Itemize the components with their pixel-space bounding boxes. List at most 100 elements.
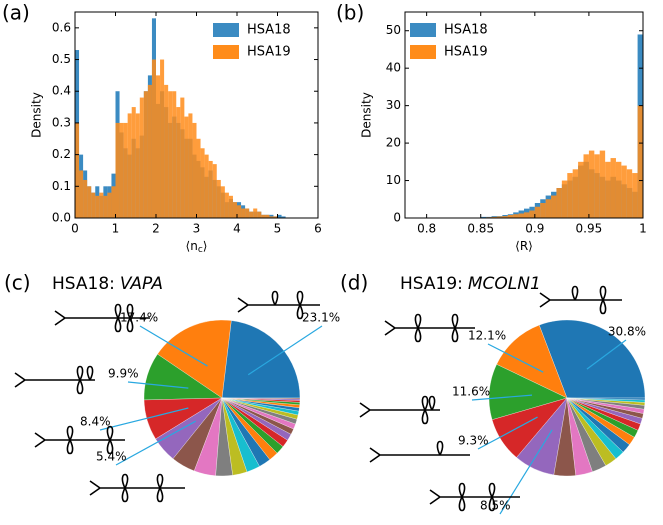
histogram-bar	[220, 186, 225, 218]
histogram-bar	[480, 216, 487, 218]
histogram-bar	[567, 173, 573, 218]
histogram-bar	[143, 91, 148, 218]
histogram-bar	[534, 206, 541, 218]
histogram-bar	[216, 179, 221, 218]
y-tick-label: 0.3	[52, 115, 71, 129]
x-tick-label: 5	[274, 222, 282, 236]
pie-title-text: HSA18:	[52, 274, 115, 294]
histogram-bar	[277, 214, 282, 218]
chain-loop	[296, 290, 304, 306]
chain-loop	[86, 365, 94, 381]
x-tick-label: 4	[233, 222, 241, 236]
chain-loop	[414, 313, 422, 329]
chain-fork	[384, 320, 475, 336]
pie-slice	[221, 397, 301, 400]
y-tick-label: 20	[386, 136, 401, 150]
x-axis-label: ⟨nc⟩	[186, 239, 208, 255]
x-tick-label: 1	[639, 222, 647, 236]
x-axis-label-part: ⟨R⟩	[515, 239, 533, 253]
chain-fork	[34, 432, 125, 448]
pie-title-gene: MCOLN1	[468, 274, 541, 294]
chain-fork	[369, 447, 470, 463]
panel-label: (c)	[4, 271, 31, 295]
chain-diagram	[54, 303, 150, 333]
histogram-bar	[156, 75, 161, 218]
histogram-bar	[265, 214, 270, 218]
chain-loop	[458, 482, 466, 498]
x-tick-label: 0.9	[525, 222, 544, 236]
y-tick-label: 10	[386, 173, 401, 187]
histogram-bar	[99, 192, 104, 218]
legend-label: HSA18	[247, 23, 291, 38]
pie-value-label: 9.3%	[458, 434, 489, 448]
histogram-bar	[551, 195, 557, 218]
histogram-bar	[518, 213, 524, 218]
histogram-bar	[241, 208, 246, 218]
chain-loop	[599, 285, 607, 301]
panel-label: (b)	[336, 1, 364, 25]
histogram-bar	[123, 122, 128, 218]
histogram-bar	[610, 158, 616, 218]
histogram-bar	[524, 212, 530, 218]
histogram-bar	[151, 59, 156, 219]
histogram-bar	[253, 208, 258, 218]
histogram-bar	[626, 169, 633, 218]
chain-loop	[599, 299, 607, 315]
histogram-bar	[75, 122, 80, 218]
x-tick-label: 2	[152, 222, 160, 236]
histogram-bar	[79, 170, 84, 218]
chain-loop	[126, 303, 134, 319]
y-tick-label: 0.0	[52, 211, 71, 225]
chain-diagram	[34, 425, 125, 455]
histogram-bar	[200, 148, 205, 218]
histogram-bar	[115, 122, 120, 218]
leader-line	[499, 429, 553, 515]
histogram-bar	[594, 154, 600, 218]
y-axis-label: Density	[360, 92, 374, 138]
pie-value-label: 8.4%	[80, 415, 111, 429]
chain-loop	[428, 395, 436, 411]
chain-fork	[54, 310, 150, 326]
leader-line	[247, 325, 323, 376]
x-tick-label: 3	[193, 222, 201, 236]
histogram-bar	[540, 203, 546, 218]
x-axis-label-part: ⟨n	[186, 239, 198, 253]
pie-value-label: 9.9%	[108, 367, 139, 381]
chain-loop	[66, 439, 74, 455]
histogram-bar	[176, 107, 181, 218]
histogram-bar	[208, 160, 213, 218]
leader-line	[115, 420, 196, 466]
chain-loop	[76, 379, 84, 395]
chain-loop	[126, 317, 134, 333]
pie-slice	[566, 397, 646, 401]
pie-value-label: 5.4%	[96, 450, 127, 464]
legend-label: HSA19	[247, 45, 291, 60]
chain-loop	[76, 365, 84, 381]
y-tick-label: 0.6	[52, 20, 71, 34]
histogram-bar	[245, 208, 250, 218]
chain-diagram	[369, 440, 470, 463]
legend-label: HSA18	[444, 23, 488, 38]
histogram-bar	[261, 214, 266, 218]
chain-loop	[114, 317, 122, 333]
histogram-bar	[556, 188, 562, 218]
histogram-bar	[281, 216, 286, 218]
x-axis-label: ⟨R⟩	[515, 239, 533, 253]
histogram-bar	[615, 161, 622, 218]
chain-loop	[156, 473, 164, 489]
histogram-bar	[545, 199, 552, 218]
chain-loop	[414, 327, 422, 343]
chain-fork	[539, 292, 622, 308]
legend-swatch	[410, 45, 436, 59]
y-tick-label: 0.2	[52, 147, 71, 161]
leader-line	[127, 381, 189, 389]
chain-loop	[451, 327, 459, 343]
x-tick-label: 0.85	[467, 222, 494, 236]
pie-value-label: 12.1%	[468, 329, 506, 343]
legend-label: HSA19	[444, 45, 488, 60]
leader-line	[139, 325, 208, 367]
y-tick-label: 0.5	[52, 52, 71, 66]
chain-fork	[429, 489, 520, 505]
y-tick-label: 0.1	[52, 179, 71, 193]
